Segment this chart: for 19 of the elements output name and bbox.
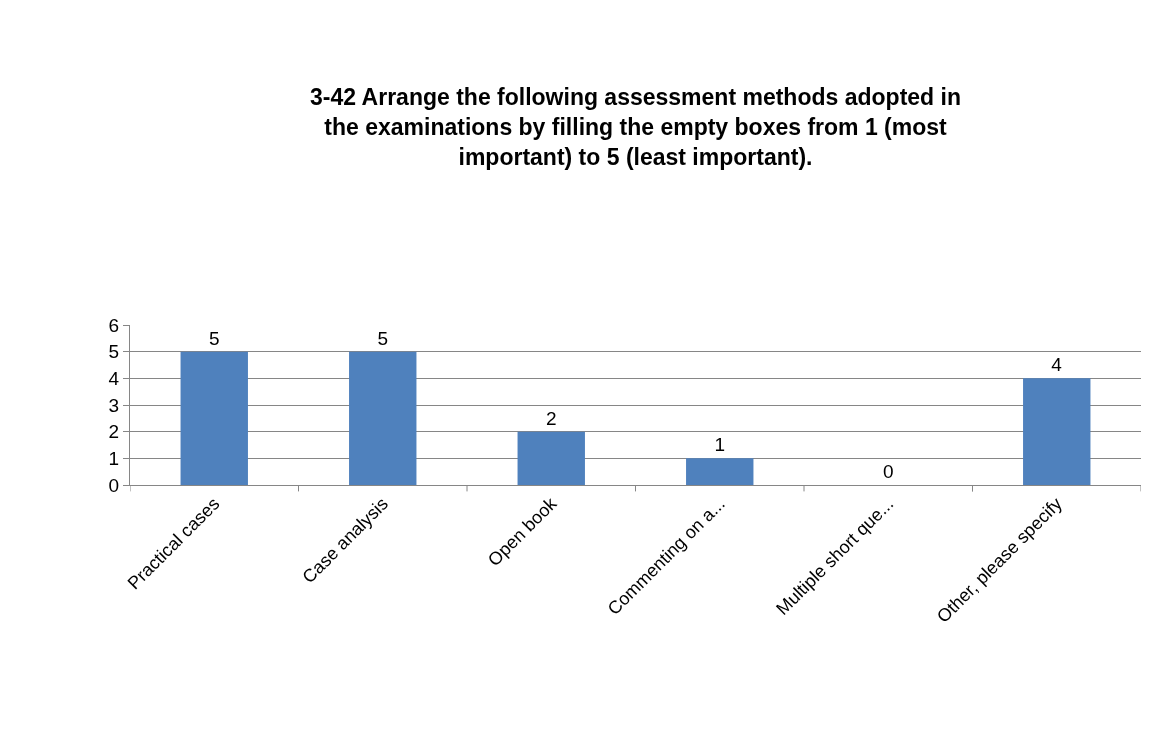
bar	[686, 458, 754, 485]
data-label: 0	[882, 461, 894, 482]
y-tick-label: 5	[108, 341, 120, 363]
bar	[517, 431, 585, 485]
bar	[1023, 378, 1091, 485]
y-tick-label: 4	[108, 367, 120, 389]
data-label: 1	[714, 434, 726, 456]
y-tick-label: 1	[108, 447, 120, 469]
chart-title: 3-42 Arrange the following assessment methods adopted in the examinations by filling the empty boxes from 1 (most important) to 5 (least important).	[310, 84, 961, 170]
y-tick-label: 3	[108, 394, 120, 416]
data-label: 5	[377, 327, 389, 349]
data-label: 5	[208, 327, 220, 349]
y-tick-label: 6	[108, 314, 120, 336]
bar	[349, 351, 417, 485]
data-label: 2	[545, 407, 557, 429]
bar	[180, 351, 248, 485]
y-tick-label: 0	[108, 474, 120, 496]
y-tick-label: 2	[108, 421, 120, 443]
data-label: 4	[1051, 354, 1063, 376]
